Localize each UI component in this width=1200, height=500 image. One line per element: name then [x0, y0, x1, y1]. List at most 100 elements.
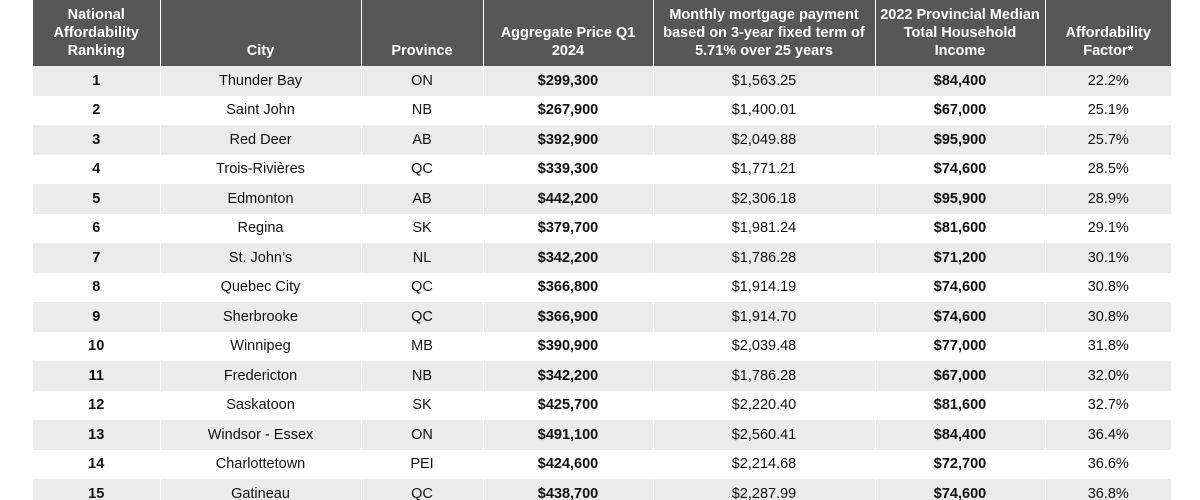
table-cell: 28.9% — [1045, 184, 1171, 214]
table-cell: Fredericton — [160, 361, 362, 391]
table-cell: $424,600 — [483, 449, 654, 479]
table-cell: $95,900 — [875, 184, 1046, 214]
table-cell: Gatineau — [160, 479, 362, 500]
table-row: 5 Edmonton AB $442,200 $2,306.18 $95,900 28.9% — [33, 184, 1171, 214]
table-row: 9 Sherbrooke QC $366,900 $1,914.70 $74,600 30.… — [33, 302, 1171, 332]
table-cell: $1,981.24 — [653, 213, 876, 243]
table-cell: Edmonton — [160, 184, 362, 214]
table-cell: Saskatoon — [160, 390, 362, 420]
table-cell: AB — [361, 125, 484, 155]
table-cell: $442,200 — [483, 184, 654, 214]
table-cell: $2,306.18 — [653, 184, 876, 214]
table-cell: ON — [361, 66, 484, 96]
table-cell: SK — [361, 213, 484, 243]
table-row: 1 Thunder Bay ON $299,300 $1,563.25 $84,400 22… — [33, 66, 1171, 96]
table-cell: $299,300 — [483, 66, 654, 96]
table-cell: $67,000 — [875, 95, 1046, 125]
table-cell: $390,900 — [483, 331, 654, 361]
table-cell: 3 — [33, 125, 161, 155]
table-row: 12 Saskatoon SK $425,700 $2,220.40 $81,600 32.… — [33, 390, 1171, 420]
table-cell: 30.8% — [1087, 279, 1129, 296]
table-cell: Trois-Rivières — [160, 154, 362, 184]
table-cell: 31.8% — [1087, 338, 1129, 355]
table-cell: $342,200 — [483, 361, 654, 391]
table-row: 7 St. John’s NL $342,200 $1,786.28 $71,200 30.… — [33, 243, 1171, 273]
table-cell: SK — [361, 390, 484, 420]
header-cell: National Affordability Ranking — [33, 0, 161, 66]
table-cell: $77,000 — [875, 331, 1046, 361]
table-cell: 29.1% — [1087, 220, 1129, 237]
table-cell: 12 — [33, 390, 161, 420]
table-cell: $2,039.48 — [653, 331, 876, 361]
table-cell: Charlottetown — [160, 449, 362, 479]
table-cell: Thunder Bay — [160, 66, 362, 96]
affordability-table: National Affordability Ranking City Provin… — [33, 0, 1171, 500]
table-cell: AB — [361, 184, 484, 214]
table-cell: $2,214.68 — [653, 449, 876, 479]
table-cell: $366,900 — [483, 302, 654, 332]
table-cell: QC — [361, 154, 484, 184]
table-cell: QC — [361, 272, 484, 302]
table-cell: 28.5% — [1087, 161, 1129, 178]
table-cell: 11 — [33, 361, 161, 391]
table-cell: $72,700 — [875, 449, 1046, 479]
header-cell: Affordability Factor* — [1045, 0, 1171, 66]
table-cell: $1,914.70 — [653, 302, 876, 332]
table-cell: Winnipeg — [160, 331, 362, 361]
table-cell: 8 — [33, 272, 161, 302]
table-cell: $2,220.40 — [653, 390, 876, 420]
table-cell: $1,786.28 — [653, 361, 876, 391]
table-cell: $67,000 — [875, 361, 1046, 391]
table-row: 14 Charlottetown PEI $424,600 $2,214.68 $72,7… — [33, 449, 1171, 479]
table-row: 4 Trois-Rivières QC $339,300 $1,771.21 $74,60… — [33, 154, 1171, 184]
header-cell: 2022 Provincial Median Total Household I… — [875, 0, 1046, 66]
table-cell: 4 — [33, 154, 161, 184]
table-cell: Red Deer — [160, 125, 362, 155]
table-cell: $95,900 — [875, 125, 1046, 155]
table-cell: 30.1% — [1045, 243, 1171, 273]
table-cell: 2 — [33, 95, 161, 125]
table-cell: $1,771.21 — [653, 154, 876, 184]
table-cell: 1 — [33, 66, 161, 96]
table-row: 2 Saint John NB $267,900 $1,400.01 $67,000 25.… — [33, 95, 1171, 125]
table-cell: 14 — [33, 449, 161, 479]
table-cell: 30.8% — [1045, 302, 1171, 332]
table-cell: $392,900 — [483, 125, 654, 155]
table-cell: 32.7% — [1087, 397, 1129, 414]
table-cell: $84,400 — [875, 420, 1046, 450]
table-cell: $84,400 — [875, 66, 1046, 96]
table-cell: 6 — [33, 213, 161, 243]
table-cell: 25.1% — [1087, 102, 1129, 119]
table-cell: $1,400.01 — [653, 95, 876, 125]
table-cell: $425,700 — [483, 390, 654, 420]
table-cell: NB — [361, 361, 484, 391]
table-cell: ON — [361, 420, 484, 450]
table-cell: 32.0% — [1045, 361, 1171, 391]
table-cell: $1,563.25 — [653, 66, 876, 96]
table-cell: $438,700 — [483, 479, 654, 500]
table-cell: $81,600 — [875, 213, 1046, 243]
table-row: 6 Regina SK $379,700 $1,981.24 $81,600 29.1% — [33, 213, 1171, 243]
table-cell: $74,600 — [875, 272, 1046, 302]
header-cell: Monthly mortgage payment based on 3-year… — [653, 0, 876, 66]
table-cell: 13 — [33, 420, 161, 450]
table-cell: $71,200 — [875, 243, 1046, 273]
table-cell: 36.6% — [1087, 456, 1129, 473]
table-cell: $81,600 — [875, 390, 1046, 420]
table-cell: MB — [361, 331, 484, 361]
table-cell: 9 — [33, 302, 161, 332]
table-cell: 7 — [33, 243, 161, 273]
table-cell: $2,287.99 — [653, 479, 876, 500]
header-row: National Affordability Ranking City Provin… — [33, 0, 1171, 66]
table-cell: 10 — [33, 331, 161, 361]
table-cell: 5 — [33, 184, 161, 214]
table-cell: $74,600 — [875, 479, 1046, 500]
table-row: 13 Windsor - Essex ON $491,100 $2,560.41 $84,… — [33, 420, 1171, 450]
table-cell: 36.8% — [1045, 479, 1171, 500]
table-cell: St. John’s — [160, 243, 362, 273]
table-cell: $342,200 — [483, 243, 654, 273]
table-cell: $491,100 — [483, 420, 654, 450]
table-cell: Saint John — [160, 95, 362, 125]
table-cell: $379,700 — [483, 213, 654, 243]
